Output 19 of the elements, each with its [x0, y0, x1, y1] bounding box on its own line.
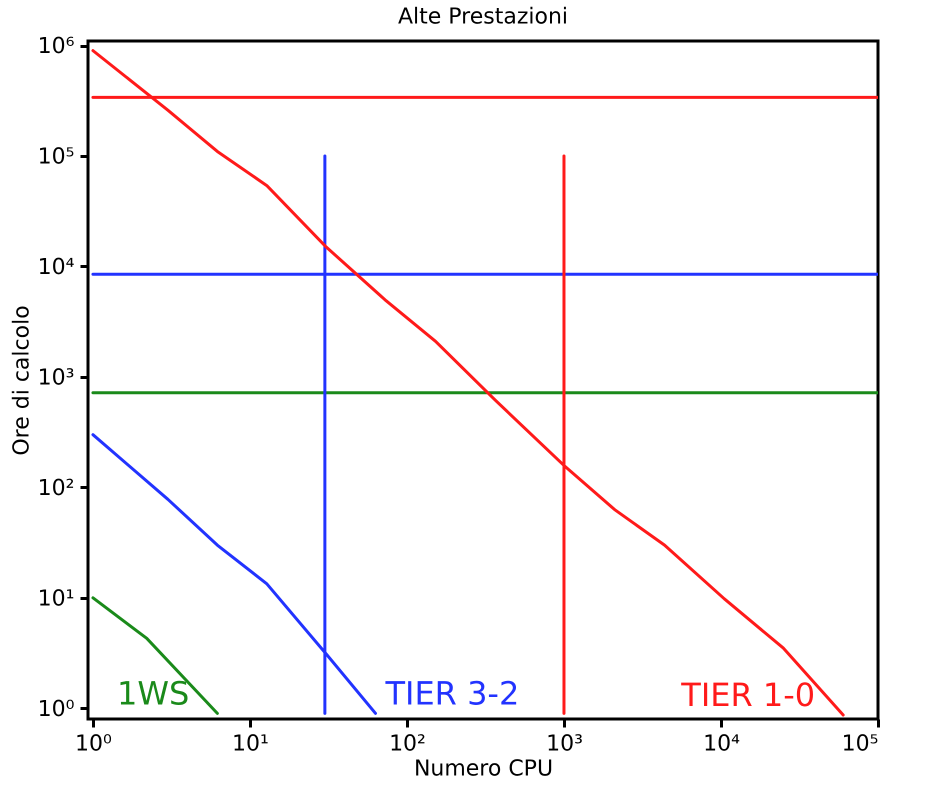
- y-tick-label: 10⁵: [38, 144, 74, 170]
- x-tick-label: 10¹: [232, 732, 269, 756]
- y-tick-label: 10⁶: [38, 34, 75, 60]
- x-axis-title: Numero CPU: [414, 756, 554, 782]
- series-label: TIER 3-2: [384, 674, 520, 712]
- x-tick-label: 10⁵: [842, 732, 878, 756]
- y-tick-label: 10⁰: [38, 696, 75, 722]
- x-tick-label: 10⁰: [75, 732, 112, 756]
- x-tick-label: 10⁴: [703, 732, 740, 756]
- series-label: 1WS: [117, 674, 190, 712]
- x-tick-label: 10³: [546, 732, 583, 756]
- x-tick-label: 10²: [389, 732, 426, 756]
- y-tick-label: 10²: [38, 476, 74, 501]
- y-tick-label: 10¹: [38, 586, 74, 612]
- y-axis-title: Ore di calcolo: [10, 305, 35, 456]
- y-tick-label: 10⁴: [38, 254, 75, 280]
- chart-title: Alte Prestazioni: [398, 4, 568, 30]
- y-tick-label: 10³: [38, 365, 74, 390]
- series-label: TIER 1-0: [680, 676, 816, 714]
